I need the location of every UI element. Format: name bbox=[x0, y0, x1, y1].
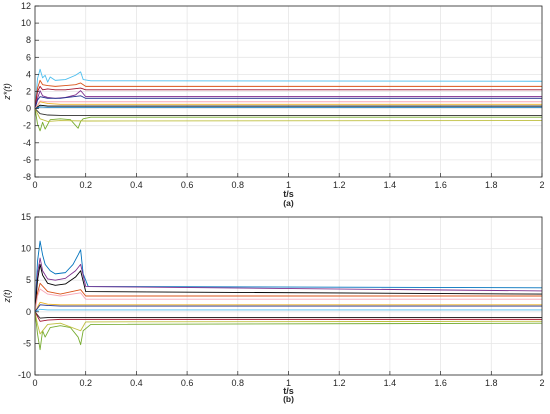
series-line-11 bbox=[34, 311, 543, 351]
x-axis-label: t/s bbox=[283, 189, 294, 199]
chart-panel-b: 0 0.2 0.4 0.6 0.8 1 1.2 1.4 1.6 1.8 2 -10 -5 0 5 10 15 t/… bbox=[2, 212, 545, 404]
x-tick-label: 0.4 bbox=[130, 378, 143, 388]
series-line-12 bbox=[34, 100, 542, 109]
y-tick-label: -6 bbox=[23, 155, 31, 165]
series-line-10 bbox=[34, 311, 542, 322]
x-tick-label: 0.8 bbox=[232, 180, 245, 190]
x-tick-label: 2 bbox=[539, 180, 544, 190]
x-tick-label: 0.6 bbox=[181, 378, 194, 388]
y-tick-label: 15 bbox=[21, 212, 31, 222]
series-line-6 bbox=[34, 301, 542, 313]
x-tick-label: 1 bbox=[286, 180, 291, 190]
series-line-8 bbox=[34, 106, 542, 110]
y-axis-label: z*(t) bbox=[2, 83, 12, 101]
y-tick-label: -10 bbox=[18, 370, 31, 380]
series-line-1 bbox=[34, 68, 543, 109]
x-tick-label: 1.4 bbox=[384, 180, 397, 190]
x-tick-label: 0 bbox=[32, 180, 37, 190]
x-tick-label: 0.8 bbox=[232, 378, 245, 388]
series-line-12 bbox=[34, 311, 543, 335]
series-line-1 bbox=[34, 240, 543, 312]
y-tick-label: 0 bbox=[26, 104, 31, 114]
series-line-2 bbox=[34, 257, 543, 312]
series-line-3 bbox=[34, 85, 542, 109]
series-line-11 bbox=[34, 108, 543, 122]
y-tick-label: 10 bbox=[21, 18, 31, 28]
series-line-7 bbox=[34, 104, 542, 109]
x-tick-label: 0.2 bbox=[79, 180, 92, 190]
y-tick-label: 5 bbox=[26, 275, 31, 285]
y-tick-label: 6 bbox=[26, 52, 31, 62]
series-line-3 bbox=[34, 263, 543, 312]
x-tick-label: 1.2 bbox=[333, 180, 346, 190]
y-tick-label: -5 bbox=[23, 338, 31, 348]
series-line-5 bbox=[34, 95, 542, 109]
panel-label: (a) bbox=[283, 198, 294, 208]
x-tick-label: 0 bbox=[32, 378, 37, 388]
y-tick-label: -2 bbox=[23, 121, 31, 131]
series-line-8 bbox=[34, 308, 542, 313]
series-line-7 bbox=[34, 304, 542, 313]
series-line-4 bbox=[34, 282, 542, 312]
y-tick-label: 4 bbox=[26, 69, 31, 79]
chart-panel-a: 0 0.2 0.4 0.6 0.8 1 1.2 1.4 1.6 1.8 2 -8 -6 -4 -2 0 2 4 6 8… bbox=[2, 1, 545, 208]
x-tick-label: 0.6 bbox=[181, 180, 194, 190]
series-line-9 bbox=[34, 311, 542, 319]
series-line-10 bbox=[34, 108, 542, 132]
series-line-2 bbox=[34, 79, 542, 109]
series-line-5 bbox=[34, 288, 542, 312]
y-tick-label: -4 bbox=[23, 138, 31, 148]
x-tick-label: 1.8 bbox=[485, 378, 498, 388]
x-tick-label: 2 bbox=[539, 378, 544, 388]
x-tick-label: 1.6 bbox=[434, 180, 447, 190]
y-tick-label: 8 bbox=[26, 35, 31, 45]
x-tick-label: 1.4 bbox=[384, 378, 397, 388]
y-tick-label: 10 bbox=[21, 244, 31, 254]
y-axis-label: z(t) bbox=[2, 290, 12, 304]
y-tick-label: -8 bbox=[23, 172, 31, 182]
series-line-9 bbox=[34, 108, 542, 116]
panel-label: (b) bbox=[283, 394, 294, 404]
x-tick-label: 1.8 bbox=[485, 180, 498, 190]
x-tick-label: 0.4 bbox=[130, 180, 143, 190]
x-tick-label: 0.2 bbox=[79, 378, 92, 388]
x-tick-label: 1.6 bbox=[434, 378, 447, 388]
x-tick-label: 1.2 bbox=[333, 378, 346, 388]
x-tick-label: 1 bbox=[286, 378, 291, 388]
y-tick-label: 0 bbox=[26, 307, 31, 317]
y-tick-label: 2 bbox=[26, 87, 31, 97]
y-tick-label: 12 bbox=[21, 1, 31, 11]
x-axis-label: t/s bbox=[283, 386, 294, 396]
